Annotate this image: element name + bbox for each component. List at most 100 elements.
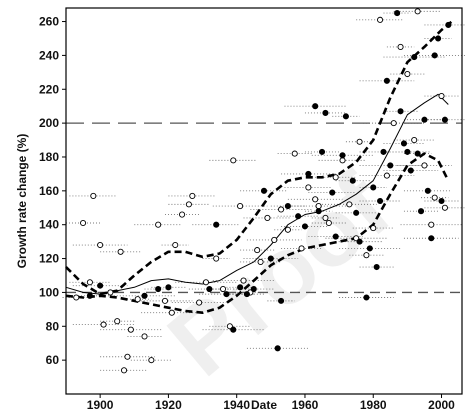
open-data-point bbox=[370, 225, 377, 232]
open-data-point bbox=[305, 184, 312, 191]
confidence-band-2 bbox=[65, 152, 450, 314]
open-data-point bbox=[120, 367, 128, 374]
filled-data-point bbox=[424, 187, 431, 194]
filled-data-point bbox=[431, 52, 438, 59]
open-data-point bbox=[431, 194, 438, 201]
open-data-point bbox=[213, 255, 220, 262]
filled-data-point bbox=[305, 170, 312, 177]
open-data-point bbox=[185, 201, 192, 208]
open-data-point bbox=[291, 150, 298, 157]
filled-data-point bbox=[414, 150, 421, 157]
open-data-point bbox=[404, 70, 411, 78]
x-tick-label-1960: 1960 bbox=[292, 398, 319, 412]
y-tick-label-100: 100 bbox=[39, 285, 59, 299]
filled-data-point bbox=[407, 167, 414, 174]
filled-data-point bbox=[349, 177, 356, 184]
filled-data-point bbox=[243, 291, 250, 298]
open-data-point bbox=[312, 196, 319, 203]
open-data-point bbox=[428, 221, 435, 228]
y-tick-label-160: 160 bbox=[39, 184, 59, 198]
open-data-point bbox=[127, 326, 134, 333]
open-data-point bbox=[202, 279, 210, 286]
open-data-point bbox=[257, 258, 264, 265]
filled-data-point bbox=[421, 116, 428, 123]
open-data-point bbox=[168, 309, 175, 316]
filled-data-point bbox=[353, 209, 360, 216]
fit-curves bbox=[65, 20, 453, 314]
confidence-band-1 bbox=[65, 20, 453, 296]
open-data-point bbox=[363, 252, 370, 259]
filled-data-point bbox=[295, 213, 302, 220]
filled-data-point bbox=[417, 208, 425, 215]
filled-data-point bbox=[370, 184, 377, 191]
open-data-point bbox=[179, 211, 186, 218]
filled-data-point bbox=[284, 203, 291, 210]
open-data-point bbox=[322, 214, 329, 221]
fitted-trend-line bbox=[65, 93, 449, 295]
open-data-point bbox=[80, 219, 87, 227]
open-data-point bbox=[264, 214, 271, 221]
filled-data-point bbox=[318, 148, 326, 155]
filled-data-point bbox=[274, 345, 281, 352]
open-data-point bbox=[237, 203, 244, 210]
open-data-point bbox=[356, 138, 363, 145]
filled-data-point bbox=[165, 284, 172, 291]
filled-data-point bbox=[267, 255, 274, 262]
open-data-point bbox=[86, 279, 93, 286]
open-data-point bbox=[155, 221, 162, 228]
open-data-point bbox=[383, 172, 390, 179]
open-data-point bbox=[421, 162, 428, 169]
open-data-point bbox=[219, 285, 227, 293]
y-tick-label-60: 60 bbox=[46, 353, 60, 367]
y-tick-label-80: 80 bbox=[46, 319, 60, 333]
open-data-point bbox=[254, 247, 261, 254]
plot-frame bbox=[65, 7, 463, 395]
y-tick-label-260: 260 bbox=[39, 15, 59, 29]
open-data-point bbox=[390, 120, 397, 127]
open-data-point bbox=[271, 236, 278, 243]
open-data-point bbox=[284, 226, 291, 233]
open-data-point bbox=[414, 8, 421, 15]
filled-data-point bbox=[97, 282, 104, 289]
open-data-point bbox=[278, 206, 285, 213]
open-data-point bbox=[397, 43, 404, 50]
open-data-point bbox=[315, 203, 322, 210]
filled-data-point bbox=[332, 233, 339, 240]
filled-data-point bbox=[155, 285, 162, 293]
filled-data-point bbox=[339, 152, 346, 159]
filled-data-point bbox=[394, 10, 401, 17]
filled-data-point bbox=[366, 245, 373, 252]
open-data-point bbox=[114, 318, 121, 325]
open-data-point bbox=[411, 137, 418, 144]
filled-data-point bbox=[250, 285, 257, 293]
filled-data-point bbox=[411, 54, 418, 61]
y-tick-label-220: 220 bbox=[39, 82, 59, 96]
filled-data-point bbox=[404, 148, 411, 155]
open-data-point bbox=[161, 297, 169, 304]
y-tick-label-200: 200 bbox=[39, 116, 59, 130]
open-data-point bbox=[172, 241, 179, 249]
filled-data-point bbox=[363, 294, 370, 301]
open-data-point bbox=[134, 296, 141, 303]
x-tick-label-1940: 1940 bbox=[223, 398, 250, 412]
filled-data-point bbox=[400, 140, 408, 147]
filled-data-point bbox=[301, 223, 309, 230]
filled-data-point bbox=[315, 208, 322, 215]
open-data-point bbox=[141, 333, 148, 340]
filled-data-point bbox=[377, 197, 384, 205]
filled-data-point bbox=[435, 35, 442, 42]
open-data-point bbox=[90, 192, 97, 199]
x-tick-label-1920: 1920 bbox=[155, 398, 182, 412]
open-data-point bbox=[97, 241, 104, 249]
x-tick-label-1980: 1980 bbox=[360, 398, 387, 412]
filled-data-point bbox=[141, 292, 148, 299]
open-data-point bbox=[325, 219, 332, 227]
filled-data-point bbox=[387, 162, 394, 169]
filled-data-point bbox=[445, 21, 452, 28]
open-data-point bbox=[441, 204, 448, 211]
y-tick-label-120: 120 bbox=[39, 252, 59, 266]
filled-data-point bbox=[428, 235, 435, 242]
filled-data-point bbox=[380, 148, 387, 155]
filled-data-point bbox=[356, 238, 363, 245]
filled-data-point bbox=[312, 103, 319, 110]
